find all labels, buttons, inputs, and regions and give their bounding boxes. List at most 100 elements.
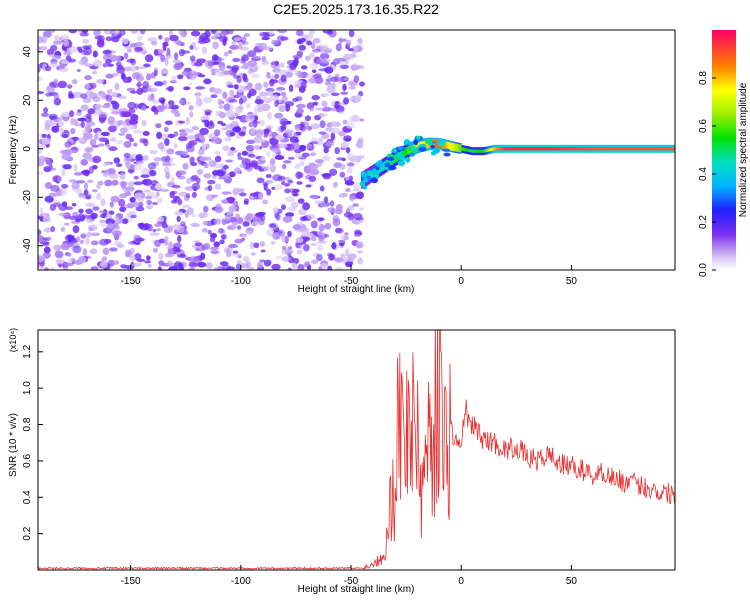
noise-blob	[305, 115, 312, 122]
noise-blob	[184, 101, 192, 105]
noise-blob	[80, 93, 88, 99]
noise-blob	[110, 137, 117, 143]
ridge-speckle	[411, 148, 419, 154]
noise-blob	[309, 145, 315, 151]
ridge-core-cell	[521, 147, 524, 151]
noise-blob	[243, 33, 250, 38]
noise-blob	[284, 183, 291, 187]
noise-blob	[282, 215, 293, 223]
noise-blob	[78, 136, 83, 142]
noise-blob	[51, 55, 62, 60]
ridge-core-cell	[614, 147, 618, 151]
noise-blob	[49, 115, 54, 121]
noise-blob	[92, 206, 100, 211]
ridge-speckle	[387, 156, 395, 161]
noise-blob	[198, 148, 205, 156]
noise-blob	[245, 145, 255, 152]
noise-blob	[257, 211, 266, 216]
noise-blob	[132, 162, 143, 171]
noise-blob	[163, 240, 169, 246]
noise-blob	[274, 60, 279, 67]
noise-blob	[228, 243, 239, 249]
noise-blob	[134, 192, 143, 200]
noise-blob	[317, 217, 325, 221]
noise-blob	[68, 149, 79, 153]
ridge-core-cell	[558, 147, 561, 151]
noise-blob	[347, 213, 354, 221]
noise-blob	[165, 171, 171, 180]
noise-blob	[100, 262, 108, 268]
noise-blob	[322, 93, 330, 97]
noise-blob	[75, 187, 82, 195]
noise-blob	[333, 58, 341, 65]
noise-blob	[142, 80, 149, 89]
noise-blob	[227, 84, 235, 89]
noise-blob	[164, 104, 171, 110]
noise-blob	[182, 151, 188, 157]
noise-blob	[158, 97, 166, 103]
noise-blob	[66, 243, 74, 248]
noise-blob	[338, 130, 346, 137]
noise-blob	[318, 112, 325, 118]
noise-blob	[67, 84, 73, 89]
noise-blob	[82, 248, 88, 256]
noise-blob	[157, 266, 162, 270]
noise-blob	[348, 48, 354, 52]
noise-blob	[149, 232, 160, 236]
noise-blob	[257, 42, 267, 51]
ridge-speckle	[405, 157, 411, 163]
noise-blob	[352, 182, 362, 190]
ridge-core-cell	[450, 142, 454, 151]
noise-blob	[268, 30, 274, 36]
ridge-core-cell	[657, 147, 660, 151]
noise-blob	[86, 231, 92, 238]
noise-blob	[123, 52, 129, 60]
colorbar-tick-label: 0.8	[698, 71, 709, 85]
noise-blob	[140, 174, 150, 178]
noise-blob	[287, 230, 292, 238]
x-tick-label: -150	[121, 576, 141, 587]
noise-blob	[61, 201, 68, 207]
noise-blob	[152, 229, 157, 232]
noise-blob	[291, 262, 298, 269]
noise-blob	[254, 99, 264, 105]
noise-blob	[169, 34, 179, 42]
noise-blob	[146, 255, 151, 261]
noise-blob	[153, 49, 159, 56]
ridge-core-cell	[491, 147, 495, 151]
ridge-speckle	[400, 156, 407, 161]
noise-blob	[281, 204, 286, 211]
noise-blob	[330, 121, 341, 127]
noise-blob	[278, 143, 288, 149]
noise-blob	[274, 184, 284, 191]
ridge-core-cell	[556, 147, 560, 151]
noise-blob	[223, 103, 231, 111]
noise-blob	[296, 181, 303, 185]
noise-blob	[270, 241, 276, 245]
y-tick-label: 0.2	[22, 526, 33, 540]
noise-blob	[181, 70, 192, 77]
noise-blob	[135, 206, 145, 212]
noise-blob	[89, 138, 97, 147]
noise-blob	[332, 218, 341, 227]
noise-blob	[151, 98, 156, 103]
noise-blob	[94, 133, 99, 141]
noise-blob	[210, 94, 218, 99]
noise-blob	[213, 267, 218, 270]
ridge-core-cell	[433, 140, 437, 148]
noise-blob	[335, 266, 344, 270]
noise-blob	[80, 104, 89, 111]
noise-blob	[280, 62, 285, 68]
noise-blob	[159, 188, 170, 192]
noise-blob	[114, 82, 120, 91]
noise-blob	[347, 205, 355, 211]
noise-blob	[312, 48, 322, 53]
noise-blob	[201, 46, 207, 55]
noise-blob	[203, 205, 209, 213]
noise-blob	[151, 105, 157, 111]
noise-blob	[262, 96, 268, 103]
noise-blob	[302, 202, 310, 211]
noise-blob	[256, 261, 264, 269]
noise-blob	[107, 125, 117, 133]
noise-blob	[284, 188, 291, 194]
